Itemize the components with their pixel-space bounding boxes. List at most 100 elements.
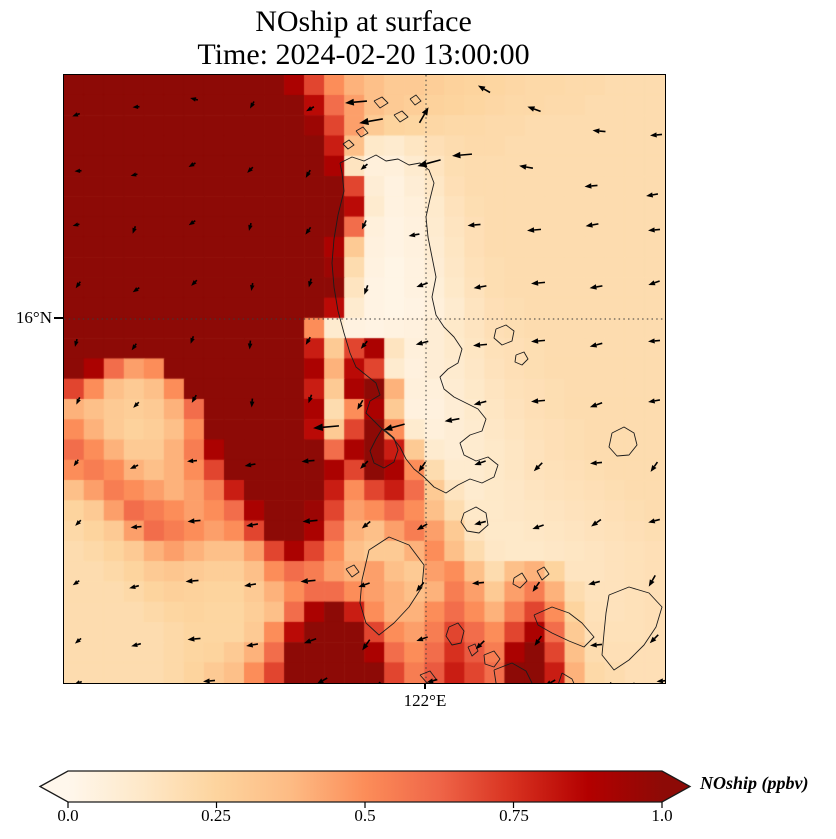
heatmap-canvas	[64, 75, 665, 683]
wind-arrow	[322, 677, 328, 682]
coastline	[355, 126, 369, 138]
wind-arrow-head	[591, 520, 599, 527]
wind-arrow-head	[650, 464, 657, 472]
wind-arrow-head	[308, 396, 313, 404]
wind-arrow	[480, 285, 487, 288]
coastline	[373, 96, 389, 109]
wind-arrow-head	[129, 584, 136, 590]
wind-arrow-head	[472, 580, 479, 586]
wind-arrow-head	[585, 222, 593, 228]
wind-arrow-head	[357, 402, 363, 410]
wind-arrow	[307, 579, 316, 582]
wind-arrow-head	[362, 643, 369, 651]
wind-arrow-head	[360, 462, 367, 469]
wind-arrow-head	[474, 520, 482, 526]
wind-arrow-head	[473, 342, 481, 348]
wind-arrow-head	[130, 524, 138, 530]
wind-arrow	[419, 581, 425, 588]
colorbar-tick-label: 0.0	[57, 806, 79, 825]
wind-arrow	[353, 100, 368, 103]
coastline	[345, 564, 360, 578]
wind-arrow-head	[75, 520, 81, 526]
wind-arrow	[366, 520, 371, 526]
wind-arrow	[550, 679, 556, 683]
wind-arrow	[252, 523, 259, 526]
wind-arrow-head	[648, 518, 656, 524]
wind-arrow	[78, 281, 81, 285]
wind-arrow	[250, 166, 254, 170]
figure-subtitle: Time: 2024-02-20 13:00:00	[197, 38, 530, 71]
x-axis-tick-label: 122°E	[403, 691, 447, 710]
wind-arrow-head	[421, 107, 429, 116]
wind-arrow	[460, 153, 473, 156]
wind-arrow-head	[584, 183, 592, 189]
wind-arrow-head	[649, 636, 657, 644]
wind-arrow	[365, 639, 371, 646]
wind-arrow	[596, 285, 603, 288]
wind-arrow	[252, 101, 255, 104]
wind-arrow-head	[547, 680, 551, 683]
wind-arrow	[134, 343, 137, 347]
wind-arrow-head	[588, 580, 596, 586]
wind-arrow	[310, 638, 317, 642]
wind-arrow	[525, 166, 534, 170]
wind-arrow-head	[72, 222, 79, 227]
wind-arrow	[194, 279, 198, 283]
wind-arrow	[79, 680, 83, 683]
y-axis-tick-mark	[54, 317, 63, 319]
wind-arrow-head	[191, 280, 197, 286]
wind-arrow	[192, 220, 196, 223]
wind-arrow	[535, 581, 541, 587]
wind-arrow	[364, 582, 370, 586]
wind-arrow	[414, 233, 420, 236]
wind-arrow-head	[527, 227, 535, 233]
wind-arrow	[78, 637, 82, 641]
wind-arrow	[308, 226, 312, 231]
wind-arrow-head	[527, 106, 536, 112]
wind-arrow-head	[415, 340, 424, 346]
wind-arrow-head	[345, 98, 355, 106]
wind-arrow-head	[75, 282, 81, 289]
coastline	[608, 426, 638, 457]
wind-arrow	[596, 342, 603, 346]
wind-arrow-head	[250, 102, 255, 109]
wind-arrow	[474, 223, 481, 226]
wind-arrow-head	[358, 582, 366, 588]
wind-arrow	[538, 524, 544, 528]
wind-arrow	[136, 287, 140, 290]
wind-arrow	[364, 163, 368, 167]
wind-arrow-head	[532, 524, 540, 530]
wind-arrow-head	[305, 228, 311, 235]
wind-arrow-head	[74, 340, 79, 347]
y-axis-tick-label: 16°N	[15, 308, 52, 327]
wind-arrow-head	[416, 282, 424, 288]
wind-arrow	[136, 401, 140, 405]
wind-arrow	[365, 285, 369, 290]
wind-arrow	[78, 519, 82, 523]
wind-arrow-head	[74, 638, 81, 644]
x-axis-tick-mark	[424, 683, 426, 689]
figure-title: NOship at surface	[255, 5, 472, 38]
wind-arrow-head	[133, 402, 139, 408]
wind-arrow-head	[361, 222, 367, 230]
wind-arrow	[309, 519, 318, 522]
wind-arrow-head	[589, 342, 598, 348]
wind-arrow	[538, 281, 546, 284]
wind-arrow-head	[305, 338, 311, 345]
wind-arrow	[422, 636, 428, 640]
title-block: NOship at surface Time: 2024-02-20 13:00…	[63, 5, 664, 71]
wind-arrow-head	[190, 337, 195, 344]
wind-arrow-head	[246, 642, 254, 648]
wind-arrow-head	[467, 222, 475, 228]
wind-arrow-head	[417, 160, 428, 168]
wind-arrow	[75, 338, 78, 342]
wind-arrow	[359, 399, 364, 405]
wind-arrow-head	[188, 162, 195, 167]
coastline	[514, 351, 529, 366]
wind-arrow-head	[532, 584, 539, 592]
wind-arrow-head	[473, 284, 481, 290]
wind-arrow	[538, 339, 546, 342]
wind-arrow-head	[648, 227, 655, 233]
wind-arrow	[653, 461, 659, 467]
wind-arrow	[480, 460, 486, 464]
